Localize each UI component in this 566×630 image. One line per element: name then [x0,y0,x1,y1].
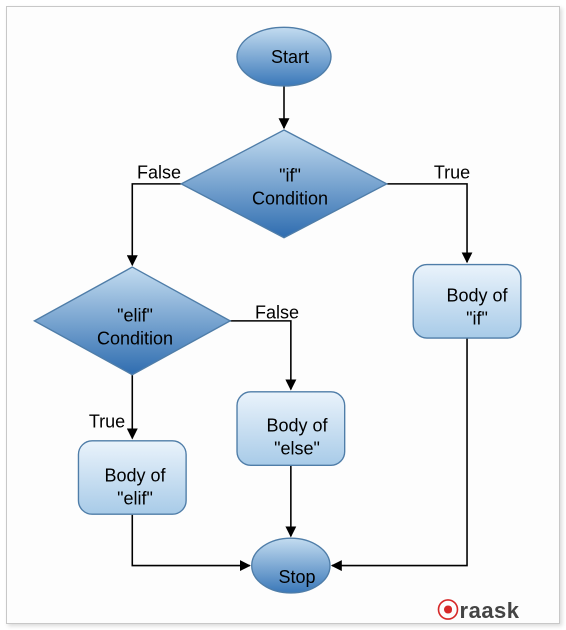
watermark-text: raask [460,598,520,623]
watermark-symbol: ⦿ [437,598,460,623]
node-start [237,27,331,86]
node-bodyif [413,265,521,338]
node-if [181,130,387,238]
edge-elif-false [230,321,291,390]
edge-if-false [132,184,181,265]
watermark: ⦿raask [437,593,520,625]
node-bodyelse [237,392,345,465]
node-bodyelif [78,441,186,514]
edge-if-true [387,184,467,262]
node-stop [252,538,330,593]
node-elif [34,267,230,375]
edge-bodyif-to-stop [332,339,467,566]
edge-bodyelif-to-stop [132,515,249,566]
flowchart-svg [7,7,561,625]
diagram-frame: Start"if" Condition"elif" ConditionBody … [6,6,560,624]
